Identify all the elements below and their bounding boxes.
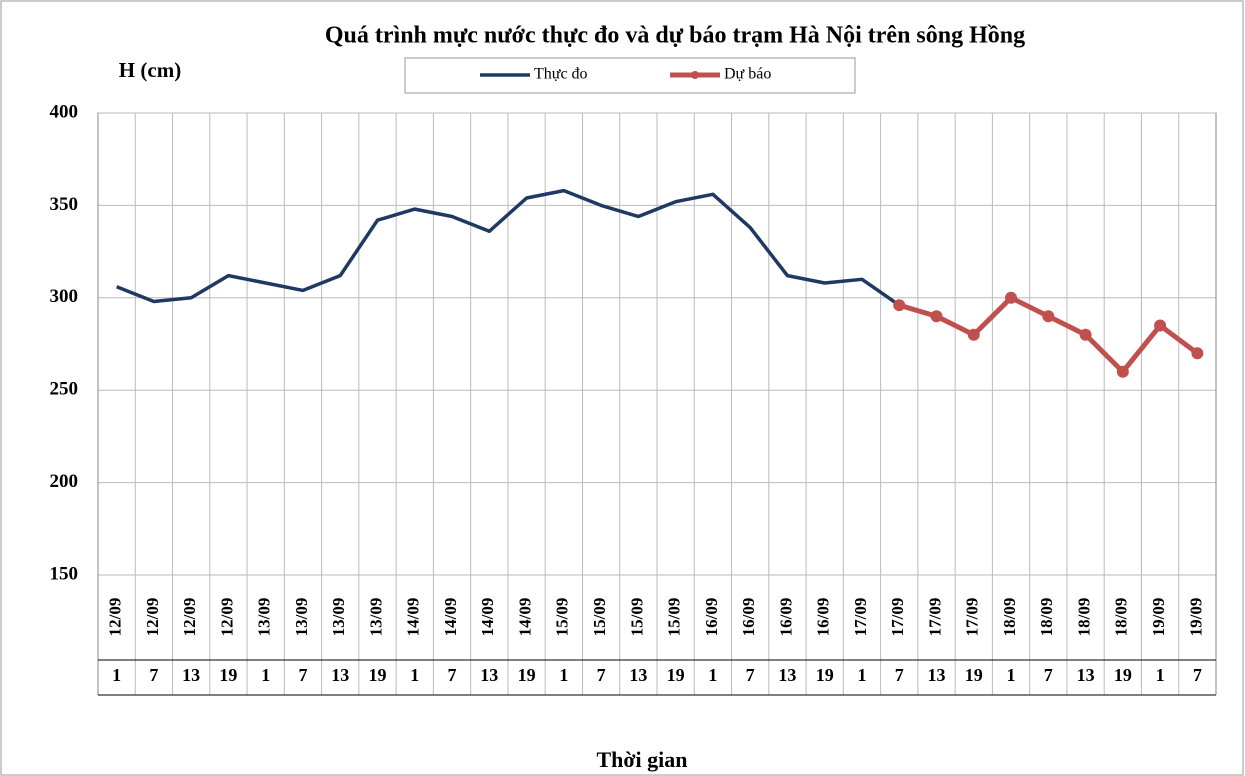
x-tick-label: 19/09 [1149,598,1168,637]
x-tick-hour: 19 [518,665,536,685]
y-tick-label: 250 [50,379,79,400]
x-tick-hour: 7 [746,665,755,685]
point [1079,328,1092,341]
x-tick-label: 12/09 [180,598,199,637]
x-tick-label: 18/09 [1112,598,1131,637]
x-tick-label: 16/09 [776,598,795,637]
x-tick-hour: 7 [149,665,158,685]
x-tick-label: 17/09 [888,598,907,637]
x-tick-label: 13/09 [329,598,348,637]
x-tick-hour: 19 [667,665,685,685]
y-tick-label: 200 [50,471,79,492]
legend-label: Thực đo [534,66,588,83]
x-tick-hour: 1 [1007,665,1016,685]
series-line [115,188,901,307]
x-tick-label: 12/09 [217,598,236,637]
x-tick-label: 16/09 [814,598,833,637]
x-tick-label: 15/09 [590,598,609,637]
x-tick-label: 12/09 [106,598,125,637]
x-tick-label: 14/09 [515,598,534,637]
x-tick-hour: 13 [928,665,946,685]
x-tick-label: 12/09 [143,598,162,637]
x-tick-hour: 1 [857,665,866,685]
x-tick-label: 13/09 [366,598,385,637]
x-tick-label: 18/09 [1074,598,1093,637]
point [1042,310,1055,323]
x-tick-hour: 7 [448,665,457,685]
y-tick-label: 350 [50,194,79,215]
x-tick-hour: 13 [778,665,796,685]
x-tick-label: 16/09 [739,598,758,637]
x-tick-label: 17/09 [851,598,870,637]
chart-title: Quá trình mực nước thực đo và dự báo trạ… [325,23,1025,49]
x-tick-label: 15/09 [553,598,572,637]
x-tick-label: 13/09 [255,598,274,637]
x-tick-label: 18/09 [1000,598,1019,637]
x-tick-hour: 19 [1114,665,1132,685]
y-axis-label: H (cm) [119,58,181,82]
x-tick-hour: 7 [597,665,606,685]
x-tick-label: 16/09 [702,598,721,637]
x-tick-label: 14/09 [404,598,423,637]
x-tick-label: 18/09 [1037,598,1056,637]
point [1116,365,1129,378]
x-tick-hour: 7 [298,665,307,685]
x-tick-hour: 1 [708,665,717,685]
point [967,328,980,341]
x-tick-label: 17/09 [925,598,944,637]
x-tick-hour: 13 [182,665,200,685]
x-tick-label: 13/09 [292,598,311,637]
x-tick-hour: 7 [1193,665,1202,685]
legend-marker [691,71,699,79]
x-tick-hour: 1 [261,665,270,685]
x-tick-hour: 13 [629,665,647,685]
x-tick-hour: 1 [1156,665,1165,685]
x-tick-hour: 13 [480,665,498,685]
point [930,310,943,323]
x-axis-label: Thời gian [596,747,687,772]
x-tick-label: 14/09 [441,598,460,637]
x-tick-hour: 7 [895,665,904,685]
point [1191,347,1204,360]
x-tick-hour: 19 [219,665,237,685]
x-tick-label: 14/09 [478,598,497,637]
x-tick-hour: 1 [410,665,419,685]
x-tick-hour: 13 [1077,665,1095,685]
x-tick-hour: 19 [965,665,983,685]
point [893,299,906,312]
point [1005,291,1018,304]
x-tick-hour: 13 [331,665,349,685]
legend-label: Dự báo [724,66,771,83]
x-tick-label: 19/09 [1186,598,1205,637]
y-tick-label: 300 [50,286,79,307]
x-tick-label: 15/09 [665,598,684,637]
point [1154,319,1167,332]
y-tick-label: 150 [50,563,79,584]
x-tick-hour: 19 [816,665,834,685]
x-tick-hour: 7 [1044,665,1053,685]
y-tick-label: 400 [50,101,79,122]
x-tick-hour: 1 [559,665,568,685]
x-tick-hour: 1 [112,665,121,685]
x-tick-label: 15/09 [627,598,646,637]
x-tick-label: 17/09 [963,598,982,637]
legend-box [404,57,856,94]
x-tick-hour: 19 [369,665,387,685]
